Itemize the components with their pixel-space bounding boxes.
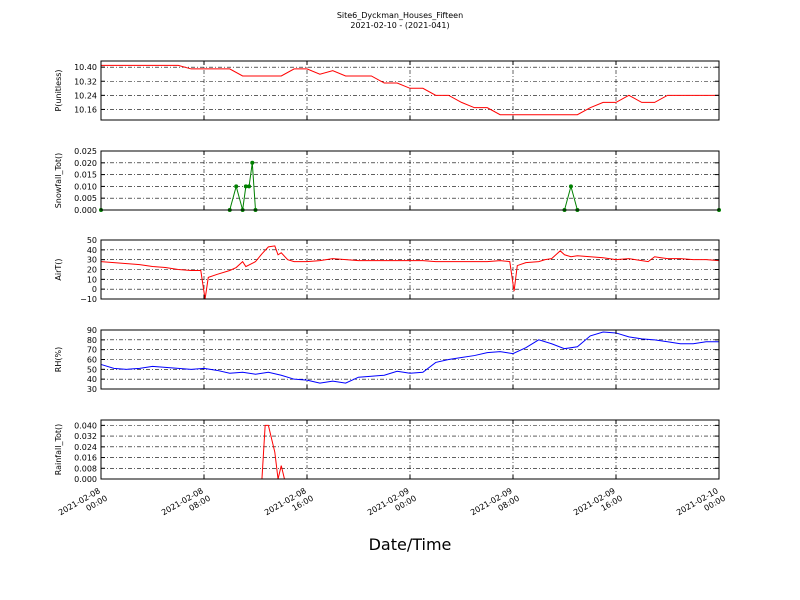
y-tick-label: 10.16	[74, 105, 97, 114]
y-tick-label: 0	[92, 285, 97, 294]
y-tick-label: 30	[87, 385, 97, 394]
y-tick-label: −10	[80, 295, 97, 304]
y-tick-label: 0.015	[74, 171, 97, 180]
data-line	[101, 162, 719, 211]
y-axis-label: RH(%)	[54, 347, 63, 372]
y-tick-label: 90	[87, 326, 97, 335]
data-point	[234, 184, 239, 189]
y-tick-label: 0.000	[74, 475, 97, 484]
y-tick-label: 10.32	[74, 77, 97, 86]
y-tick-label: 50	[87, 236, 97, 245]
y-tick-label: 0.032	[74, 432, 97, 441]
y-tick-label: 0.000	[74, 206, 97, 215]
y-tick-label: 40	[87, 246, 97, 255]
y-tick-label: 40	[87, 375, 97, 384]
data-line	[101, 424, 719, 480]
y-tick-label: 10	[87, 275, 97, 284]
chart-subtitle: 2021-02-10 - (2021-041)	[350, 21, 449, 30]
y-tick-label: 0.005	[74, 194, 97, 203]
y-tick-label: 0.010	[74, 182, 97, 191]
y-tick-label: 0.024	[74, 443, 97, 452]
data-line	[101, 64, 719, 116]
y-tick-label: 60	[87, 356, 97, 365]
y-tick-label: 10.24	[74, 91, 97, 100]
data-point	[247, 184, 252, 189]
y-tick-label: 0.020	[74, 159, 97, 168]
y-tick-label: 50	[87, 365, 97, 374]
y-axis-label: Snowfall_Tot()	[54, 153, 63, 209]
y-axis-label: P(unitless)	[54, 69, 63, 111]
y-axis-label: AirT()	[54, 258, 63, 280]
y-axis-label: Rainfall_Tot()	[54, 424, 63, 476]
y-tick-label: 30	[87, 256, 97, 265]
y-tick-label: 0.040	[74, 421, 97, 430]
y-tick-label: 0.008	[74, 464, 97, 473]
y-tick-label: 80	[87, 336, 97, 345]
data-point	[250, 160, 255, 165]
y-tick-label: 20	[87, 266, 97, 275]
data-point	[243, 184, 248, 189]
y-tick-label: 70	[87, 346, 97, 355]
data-point	[568, 184, 573, 189]
x-axis-label: Date/Time	[369, 535, 452, 554]
y-tick-label: 0.025	[74, 147, 97, 156]
data-line	[100, 245, 720, 300]
y-tick-label: 0.016	[74, 454, 97, 463]
chart-title: Site6_Dyckman_Houses_Fifteen	[337, 11, 463, 20]
y-tick-label: 10.40	[74, 63, 97, 72]
